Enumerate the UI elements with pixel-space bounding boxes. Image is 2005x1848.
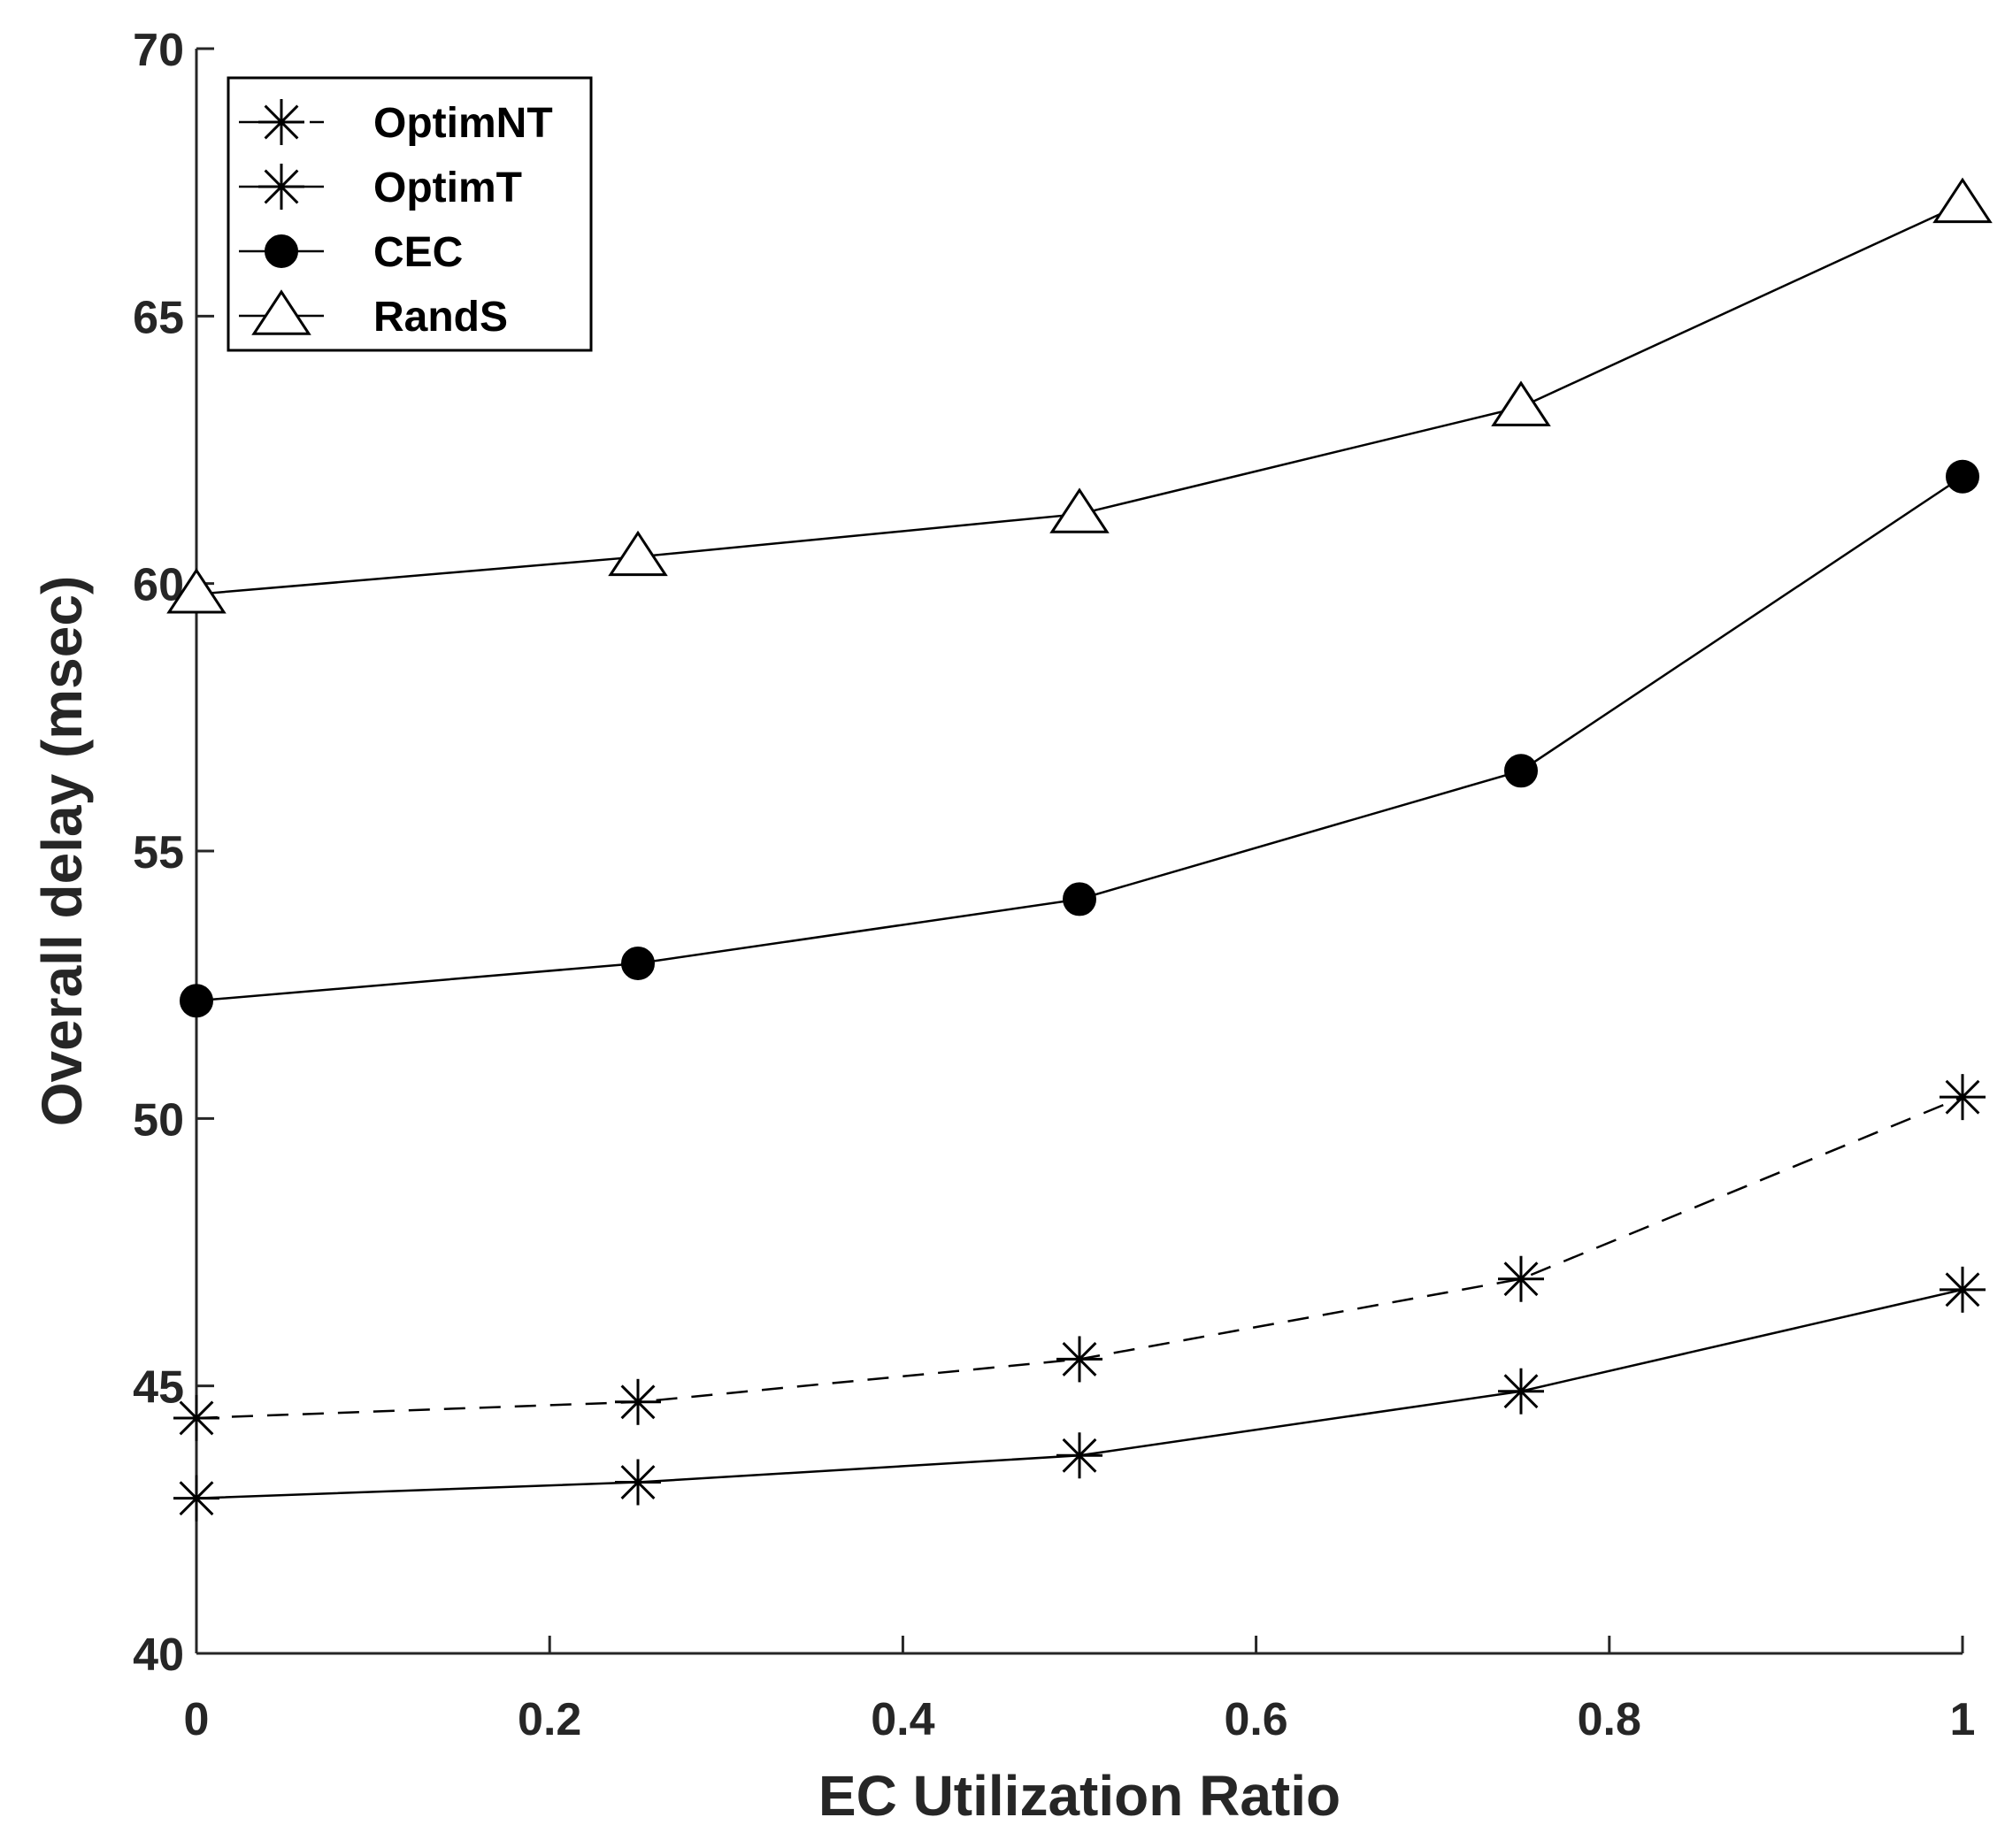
series-layer (166, 177, 1993, 1522)
data-point-optimt (1940, 1266, 1986, 1313)
data-point-cec (1946, 459, 1979, 494)
x-tick-label: 1 (1950, 1694, 1976, 1745)
data-point-rands (166, 568, 227, 614)
y-tick-label: 40 (133, 1629, 184, 1681)
data-point-optimnt (1940, 1074, 1986, 1121)
x-tick-label: 0 (184, 1694, 210, 1745)
legend-marker-rands (251, 289, 311, 335)
legend-item-optimt: OptimT (239, 164, 522, 211)
y-tick-label: 70 (133, 25, 184, 76)
data-point-optimnt (173, 1394, 219, 1441)
data-point-optimnt (1498, 1255, 1544, 1302)
legend-item-rands: RandS (239, 289, 508, 341)
data-point-rands (1932, 177, 1993, 224)
x-tick-label: 0.8 (1578, 1694, 1641, 1745)
series-cec (180, 459, 1979, 1018)
legend-marker-optimt (258, 164, 304, 210)
legend-item-optimnt: OptimNT (239, 99, 553, 147)
x-tick-label: 0.4 (871, 1694, 934, 1745)
legend-label-rands: RandS (373, 294, 508, 341)
data-point-rands (1491, 380, 1551, 426)
series-optimnt (173, 1074, 1986, 1441)
data-point-cec (621, 946, 655, 980)
series-rands (166, 177, 1993, 614)
data-point-optimt (173, 1475, 219, 1522)
y-tick-label: 65 (133, 292, 184, 343)
data-point-optimt (1498, 1368, 1544, 1415)
series-line-cec (196, 475, 1963, 1002)
y-axis-title: Overall delay (msec) (30, 576, 94, 1127)
data-point-optimt (1056, 1432, 1102, 1479)
data-point-cec (1063, 882, 1096, 916)
legend-label-cec: CEC (373, 229, 463, 276)
y-tick-label: 55 (133, 827, 184, 878)
legend-marker-cec (265, 234, 298, 268)
legend-item-cec: CEC (239, 229, 463, 276)
y-tick-label: 50 (133, 1094, 184, 1146)
data-point-cec (1504, 754, 1538, 788)
legend-label-optimt: OptimT (373, 165, 522, 211)
x-tick-label: 0.6 (1224, 1694, 1287, 1745)
series-optimt (173, 1266, 1986, 1522)
x-tick-label: 0.2 (518, 1694, 581, 1745)
x-axis-title: EC Utilization Ratio (818, 1764, 1341, 1828)
data-point-rands (608, 530, 668, 577)
legend-marker-optimnt (258, 99, 304, 145)
legend-label-optimnt: OptimNT (373, 100, 553, 147)
legend: OptimNT OptimT CEC RandS (227, 76, 593, 352)
y-tick-label: 45 (133, 1362, 184, 1414)
data-point-cec (180, 984, 213, 1018)
data-point-optimnt (615, 1378, 661, 1425)
data-point-optimt (615, 1459, 661, 1506)
data-point-rands (1049, 487, 1110, 533)
data-point-optimnt (1056, 1336, 1102, 1383)
